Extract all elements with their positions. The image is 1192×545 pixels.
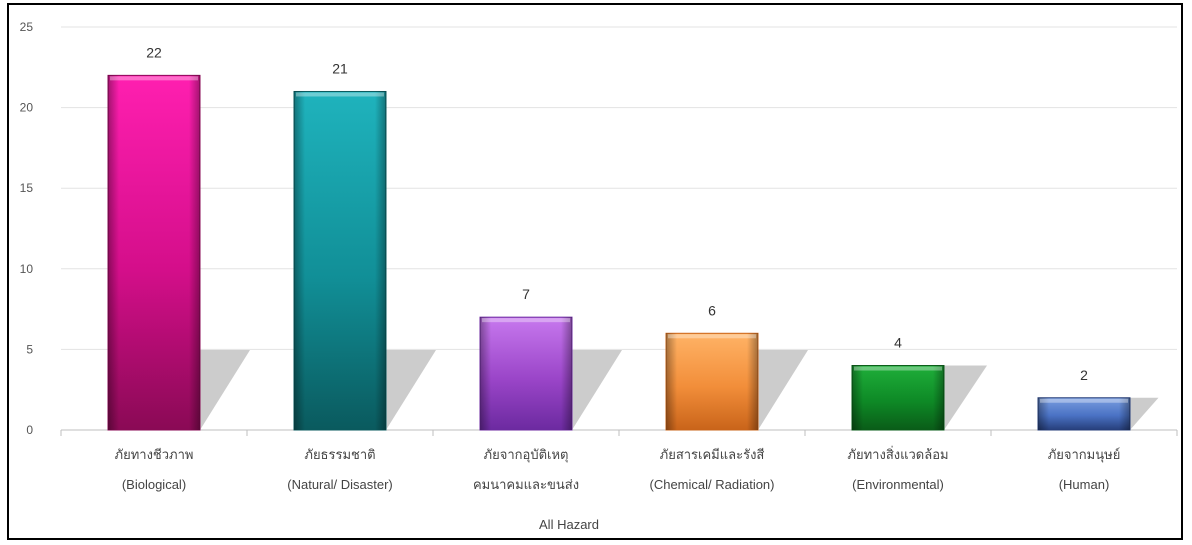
data-label: 22: [146, 44, 162, 60]
bar-bevel: [480, 317, 572, 430]
bar-highlight: [1040, 398, 1128, 403]
y-tick-label: 15: [20, 181, 34, 195]
data-label: 2: [1080, 367, 1088, 383]
bar-chart: 22 21 7 6 4 2 0 5 10 15 20 25 ภัยทางชีวภาพ (Biologi…: [20, 20, 1178, 532]
x-tick-label: (Environmental): [852, 477, 944, 492]
y-tick-label: 10: [20, 262, 34, 276]
data-label: 7: [522, 286, 530, 302]
bar-bevel: [666, 333, 758, 430]
x-axis-title: All Hazard: [539, 517, 599, 532]
y-axis-ticks: 0 5 10 15 20 25: [20, 20, 34, 437]
x-tick-label: (Biological): [122, 477, 186, 492]
bar-highlight: [482, 318, 570, 323]
data-label: 4: [894, 335, 902, 351]
y-tick-label: 20: [20, 101, 34, 115]
bar-bevel: [294, 91, 386, 430]
bar-highlight: [110, 76, 198, 81]
bar-bevel: [852, 365, 944, 430]
bars: [107, 74, 1131, 431]
x-tick-label: (Human): [1059, 477, 1110, 492]
x-tick-label: ภัยทางชีวภาพ: [115, 447, 194, 462]
y-tick-label: 5: [26, 342, 33, 356]
chart-frame: 22 21 7 6 4 2 0 5 10 15 20 25 ภัยทางชีวภาพ (Biologi…: [7, 3, 1183, 540]
data-label: 21: [332, 60, 348, 76]
bar-bevel: [1038, 397, 1130, 430]
bar-highlight: [854, 366, 942, 371]
x-axis-ticks: ภัยทางชีวภาพ (Biological) ภัยธรรมชาติ (Natu…: [60, 430, 1178, 492]
x-tick-label: ภัยทางสิ่งแวดล้อม: [847, 446, 948, 462]
y-tick-label: 0: [26, 423, 33, 437]
x-tick-label: ภัยสารเคมีและรังสี: [660, 447, 765, 462]
bar-highlight: [296, 92, 384, 97]
bar-shadows: [112, 350, 1159, 430]
x-tick-label: (Chemical/ Radiation): [650, 477, 775, 492]
x-tick-label: ภัยจากอุบัติเหตุ: [484, 447, 569, 463]
bar-bevel: [108, 75, 200, 431]
x-tick-label: ภัยธรรมชาติ: [304, 447, 375, 462]
x-tick-label: (Natural/ Disaster): [287, 477, 392, 492]
data-label: 6: [708, 302, 716, 318]
x-tick-label: ภัยจากมนุษย์: [1048, 447, 1121, 463]
x-tick-label: คมนาคมและขนส่ง: [473, 477, 579, 492]
bar-highlight: [668, 334, 756, 339]
data-labels: 22 21 7 6 4 2: [146, 44, 1088, 382]
y-tick-label: 25: [20, 20, 34, 34]
